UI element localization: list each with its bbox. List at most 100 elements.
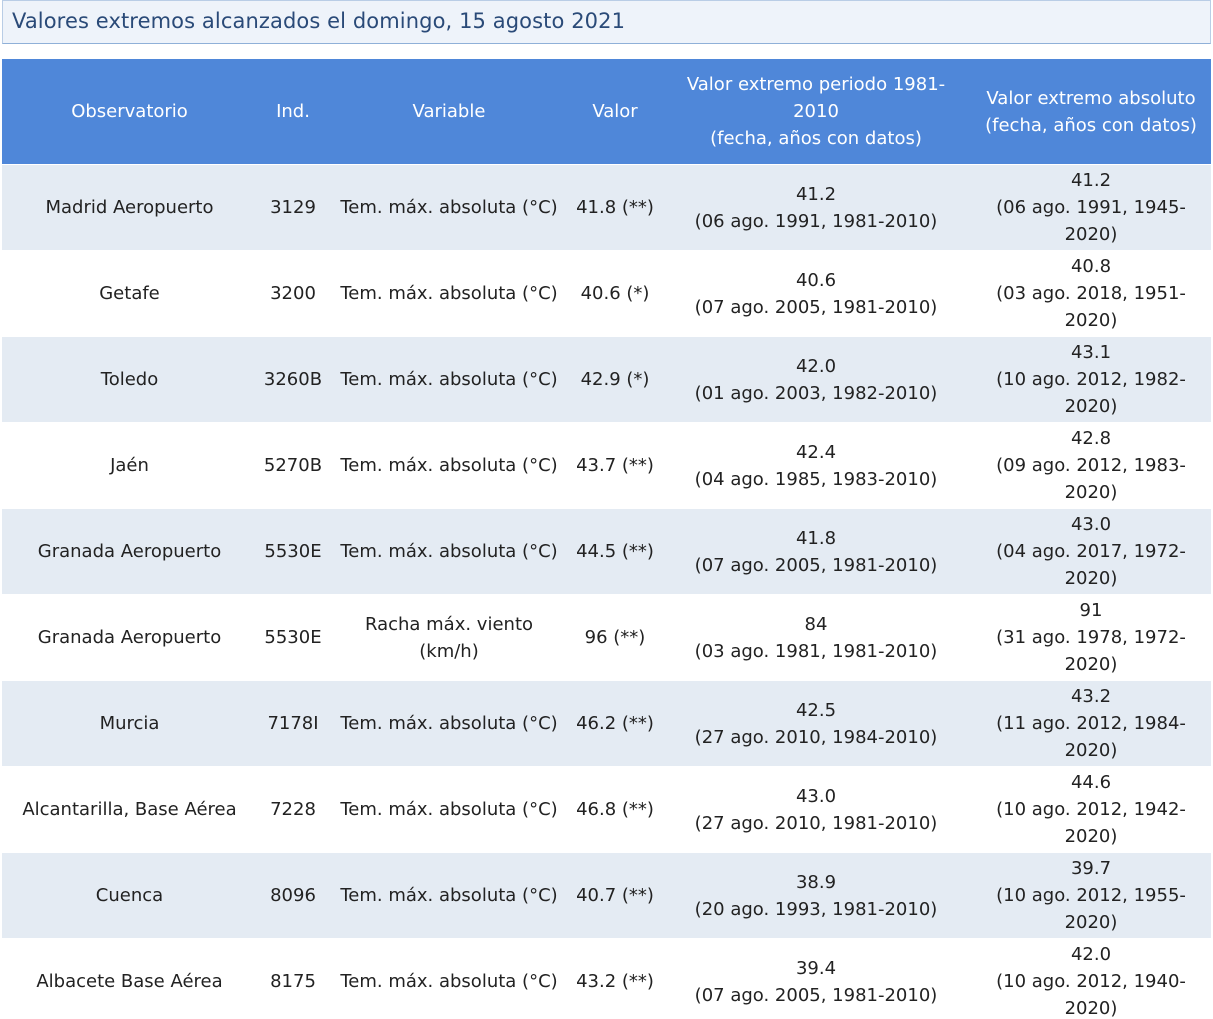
- cell-periodo-date: (01 ago. 2003, 1982-2010): [694, 382, 938, 404]
- cell-valor: 46.2 (**): [569, 680, 661, 767]
- cell-periodo: 40.6 (07 ago. 2005, 1981-2010): [661, 250, 971, 337]
- table-row: Granada Aeropuerto 5530E Tem. máx. absolut…: [2, 508, 1211, 595]
- cell-periodo: 43.0 (27 ago. 2010, 1981-2010): [661, 766, 971, 853]
- cell-periodo: 41.8 (07 ago. 2005, 1981-2010): [661, 508, 971, 595]
- cell-variable: Tem. máx. absoluta (°C): [329, 766, 569, 853]
- cell-absoluto: 41.2 (06 ago. 1991, 1945-2020): [971, 164, 1211, 251]
- cell-ind: 3200: [257, 250, 329, 337]
- cell-valor: 46.8 (**): [569, 766, 661, 853]
- cell-absoluto-date: (04 ago. 2017, 1972-2020): [996, 541, 1186, 589]
- cell-periodo: 42.5 (27 ago. 2010, 1984-2010): [661, 680, 971, 767]
- cell-variable: Tem. máx. absoluta (°C): [329, 680, 569, 767]
- cell-periodo-value: 42.5: [795, 699, 837, 721]
- title-bar: Valores extremos alcanzados el domingo, …: [2, 0, 1211, 44]
- cell-absoluto-date: (11 ago. 2012, 1984-2020): [996, 713, 1186, 761]
- header-periodo-line2: (fecha, años con datos): [710, 128, 922, 149]
- cell-absoluto: 42.8 (09 ago. 2012, 1983-2020): [971, 422, 1211, 509]
- cell-observatorio: Madrid Aeropuerto: [2, 164, 257, 251]
- cell-absoluto-value: 91: [1079, 600, 1103, 621]
- cell-periodo-date: (03 ago. 1981, 1981-2010): [694, 640, 938, 662]
- cell-ind: 8096: [257, 852, 329, 939]
- cell-ind: 3129: [257, 164, 329, 251]
- cell-periodo: 39.4 (07 ago. 2005, 1981-2010): [661, 938, 971, 1019]
- cell-variable: Racha máx. viento (km/h): [329, 594, 569, 681]
- cell-periodo: 42.4 (04 ago. 1985, 1983-2010): [661, 422, 971, 509]
- cell-valor: 40.6 (*): [569, 250, 661, 337]
- cell-observatorio: Murcia: [2, 680, 257, 767]
- cell-absoluto-date: (31 ago. 1978, 1972-2020): [996, 627, 1186, 675]
- cell-absoluto: 91 (31 ago. 1978, 1972-2020): [971, 594, 1211, 681]
- cell-periodo-value: 41.8: [795, 527, 837, 549]
- cell-variable: Tem. máx. absoluta (°C): [329, 336, 569, 423]
- cell-absoluto-date: (10 ago. 2012, 1982-2020): [996, 369, 1186, 417]
- header-valor: Valor: [569, 58, 661, 165]
- cell-absoluto-value: 39.7: [1070, 858, 1112, 879]
- cell-absoluto-value: 43.0: [1070, 514, 1112, 535]
- header-periodo-line1: Valor extremo periodo 1981-2010: [686, 74, 946, 122]
- cell-periodo-date: (04 ago. 1985, 1983-2010): [694, 468, 938, 490]
- cell-absoluto-value: 42.0: [1070, 944, 1112, 966]
- cell-periodo-date: (27 ago. 2010, 1984-2010): [694, 726, 938, 748]
- cell-absoluto-date: (06 ago. 1991, 1945-2020): [996, 197, 1186, 245]
- header-periodo: Valor extremo periodo 1981-2010 (fecha, …: [661, 58, 971, 165]
- table-row: Murcia 7178I Tem. máx. absoluta (°C) 46.2 (…: [2, 680, 1211, 767]
- cell-absoluto: 40.8 (03 ago. 2018, 1951-2020): [971, 250, 1211, 337]
- cell-absoluto: 43.1 (10 ago. 2012, 1982-2020): [971, 336, 1211, 423]
- cell-periodo: 42.0 (01 ago. 2003, 1982-2010): [661, 336, 971, 423]
- cell-absoluto: 44.6 (10 ago. 2012, 1942-2020): [971, 766, 1211, 853]
- header-observatorio: Observatorio: [2, 58, 257, 165]
- cell-variable: Tem. máx. absoluta (°C): [329, 250, 569, 337]
- cell-valor: 43.7 (**): [569, 422, 661, 509]
- cell-periodo: 41.2 (06 ago. 1991, 1981-2010): [661, 164, 971, 251]
- cell-ind: 3260B: [257, 336, 329, 423]
- cell-periodo-date: (06 ago. 1991, 1981-2010): [694, 210, 938, 232]
- cell-ind: 5530E: [257, 508, 329, 595]
- table-row: Alcantarilla, Base Aérea 7228 Tem. máx. ab…: [2, 766, 1211, 853]
- cell-absoluto-date: (03 ago. 2018, 1951-2020): [996, 283, 1186, 331]
- cell-ind: 8175: [257, 938, 329, 1019]
- cell-periodo-value: 41.2: [795, 183, 837, 205]
- cell-observatorio: Jaén: [2, 422, 257, 509]
- cell-periodo: 84 (03 ago. 1981, 1981-2010): [661, 594, 971, 681]
- cell-absoluto-date: (10 ago. 2012, 1942-2020): [996, 799, 1186, 847]
- cell-periodo-value: 40.6: [795, 269, 837, 291]
- table-row: Albacete Base Aérea 8175 Tem. máx. absolut…: [2, 938, 1211, 1019]
- cell-variable: Tem. máx. absoluta (°C): [329, 508, 569, 595]
- cell-absoluto-value: 42.8: [1070, 428, 1112, 449]
- cell-observatorio: Alcantarilla, Base Aérea: [2, 766, 257, 853]
- cell-periodo: 38.9 (20 ago. 1993, 1981-2010): [661, 852, 971, 939]
- header-row: Observatorio Ind. Variable Valor Valor e…: [2, 58, 1211, 165]
- cell-absoluto-value: 43.2: [1070, 686, 1112, 707]
- cell-absoluto-date: (10 ago. 2012, 1955-2020): [996, 885, 1186, 933]
- cell-periodo-date: (07 ago. 2005, 1981-2010): [694, 984, 938, 1006]
- table-row: Toledo 3260B Tem. máx. absoluta (°C) 42.9 (…: [2, 336, 1211, 423]
- cell-periodo-value: 39.4: [795, 957, 837, 979]
- cell-valor: 96 (**): [569, 594, 661, 681]
- cell-absoluto-value: 43.1: [1070, 342, 1112, 363]
- cell-absoluto-value: 41.2: [1070, 170, 1112, 191]
- cell-absoluto: 42.0 (10 ago. 2012, 1940-2020): [971, 938, 1211, 1019]
- extremes-table: Observatorio Ind. Variable Valor Valor e…: [2, 58, 1211, 1019]
- cell-ind: 5270B: [257, 422, 329, 509]
- cell-absoluto-value: 44.6: [1070, 772, 1112, 793]
- cell-periodo-value: 42.0: [795, 355, 837, 377]
- table-row: Madrid Aeropuerto 3129 Tem. máx. absoluta …: [2, 164, 1211, 251]
- cell-observatorio: Granada Aeropuerto: [2, 594, 257, 681]
- header-absoluto-line1: Valor extremo absoluto: [986, 87, 1196, 109]
- cell-periodo-date: (07 ago. 2005, 1981-2010): [694, 554, 938, 576]
- cell-valor: 44.5 (**): [569, 508, 661, 595]
- cell-observatorio: Albacete Base Aérea: [2, 938, 257, 1019]
- cell-valor: 43.2 (**): [569, 938, 661, 1019]
- table-body: Madrid Aeropuerto 3129 Tem. máx. absoluta …: [2, 164, 1211, 1019]
- table-row: Getafe 3200 Tem. máx. absoluta (°C) 40.6 (*…: [2, 250, 1211, 337]
- page-title: Valores extremos alcanzados el domingo, …: [12, 9, 626, 33]
- cell-absoluto-value: 40.8: [1070, 256, 1112, 277]
- cell-absoluto-date: (10 ago. 2012, 1940-2020): [996, 971, 1186, 1019]
- cell-valor: 42.9 (*): [569, 336, 661, 423]
- cell-observatorio: Getafe: [2, 250, 257, 337]
- cell-periodo-value: 42.4: [795, 441, 837, 463]
- header-ind: Ind.: [257, 58, 329, 165]
- cell-variable: Tem. máx. absoluta (°C): [329, 938, 569, 1019]
- header-absoluto-line2: (fecha, años con datos): [985, 114, 1197, 136]
- cell-periodo-value: 84: [804, 613, 828, 635]
